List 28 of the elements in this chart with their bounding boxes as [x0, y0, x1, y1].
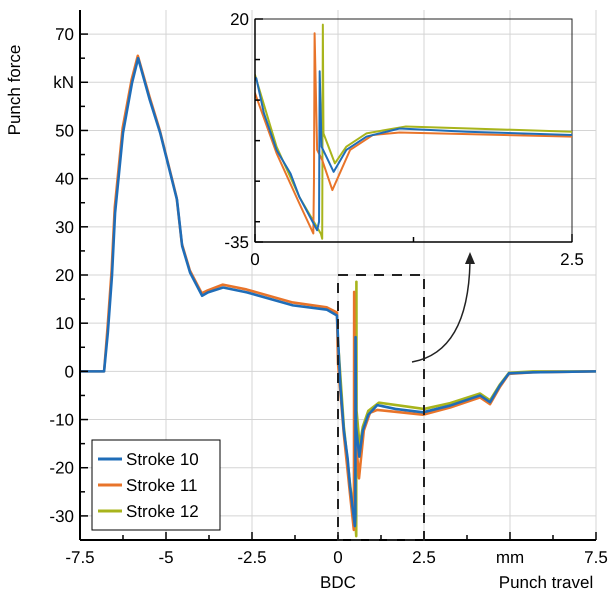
x-tick-label: mm	[496, 548, 524, 567]
text: BDC	[320, 573, 356, 592]
y-tick-label: 20	[230, 10, 249, 29]
legend-label: Stroke 11	[126, 476, 198, 495]
x-tick-label: -5	[158, 548, 174, 567]
legend-label: Stroke 10	[126, 450, 199, 469]
y-tick-label: -35	[224, 232, 249, 252]
y-tick-label: -30	[49, 506, 74, 526]
x-tick-label: 2.5	[560, 250, 584, 269]
x-tick-label: -7.5	[65, 548, 95, 567]
y-tick-label: 0	[64, 362, 74, 382]
y-tick-label: 50	[55, 121, 74, 140]
x-tick-label: 7.5	[584, 548, 608, 567]
y-tick-label: -20	[49, 458, 74, 478]
y-tick-label: 10	[55, 314, 74, 334]
y-tick-label: 30	[55, 218, 74, 237]
y-tick-label: kN	[53, 73, 74, 92]
x-tick-label: -2.5	[237, 548, 267, 567]
y-tick-label: 40	[55, 170, 74, 189]
y-tick-label: -10	[49, 410, 74, 430]
y-tick-label: 70	[55, 25, 74, 44]
legend-label: Stroke 12	[126, 502, 199, 521]
x-tick-label: 0	[333, 548, 343, 567]
line-series	[255, 70, 572, 232]
x-axis-title: Punch travel	[498, 573, 594, 592]
y-axis-title: Punch force	[5, 44, 24, 136]
y-tick-label: 20	[55, 266, 74, 285]
x-tick-label: 2.5	[412, 548, 436, 567]
